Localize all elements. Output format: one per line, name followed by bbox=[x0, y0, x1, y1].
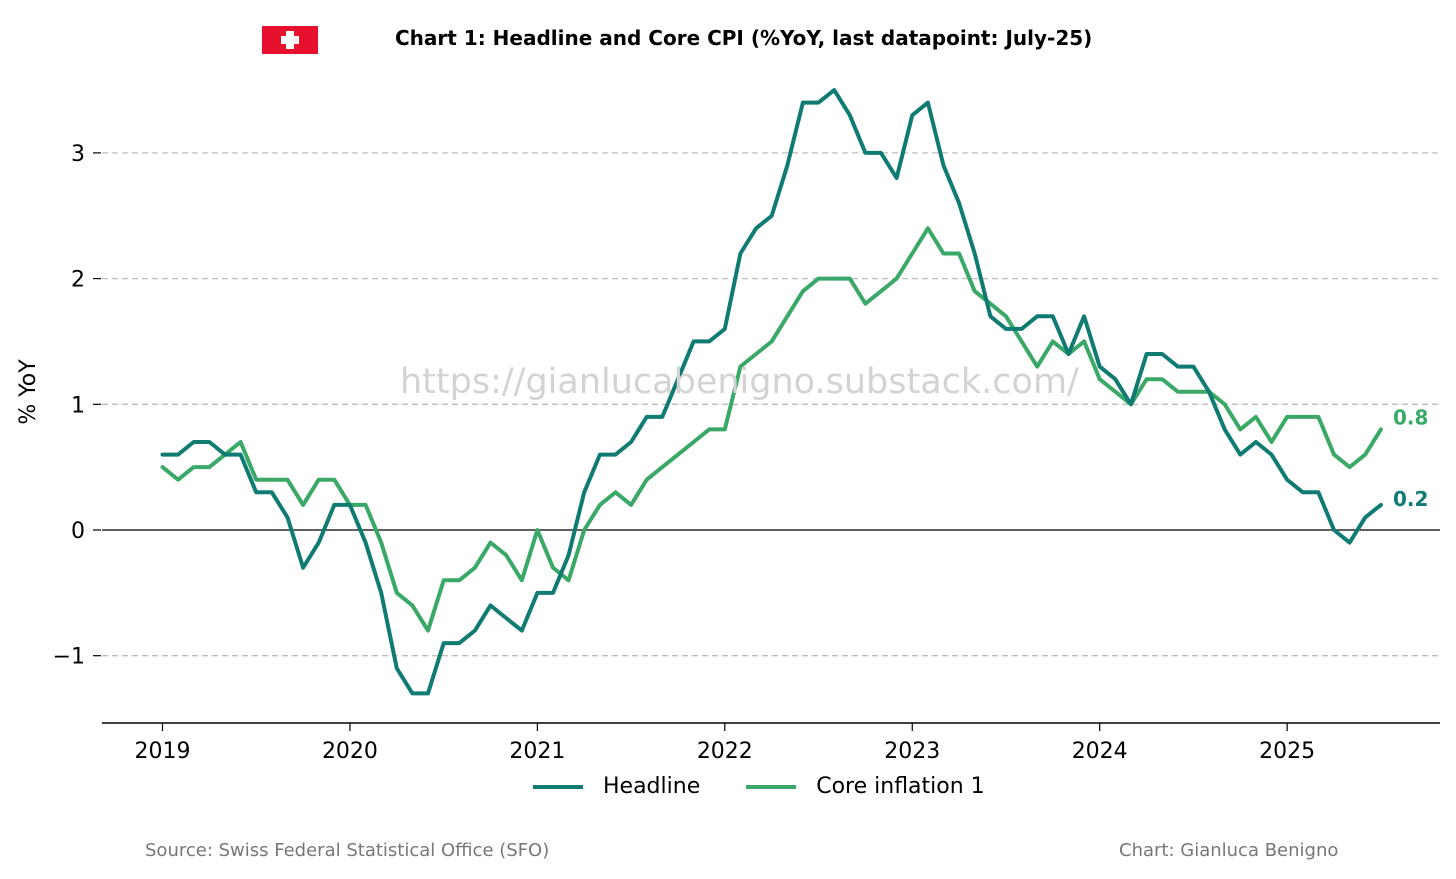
headline-end-label: 0.2 bbox=[1393, 487, 1428, 511]
legend-item-core: Core inflation 1 bbox=[746, 774, 985, 799]
chart-title: Chart 1: Headline and Core CPI (%YoY, la… bbox=[395, 26, 1093, 50]
y-axis-label: % YoY bbox=[16, 359, 41, 425]
x-tick-label: 2021 bbox=[509, 739, 565, 764]
legend-label-headline: Headline bbox=[603, 774, 701, 799]
x-tick-label: 2020 bbox=[322, 739, 378, 764]
legend-item-headline: Headline bbox=[533, 774, 700, 799]
core-inflation-line bbox=[160, 226, 1383, 633]
swiss-flag-icon bbox=[262, 26, 318, 54]
watermark: https://gianlucabenigno.substack.com/ bbox=[400, 362, 1079, 402]
headline-line bbox=[160, 88, 1383, 696]
legend-label-core: Core inflation 1 bbox=[816, 774, 985, 799]
y-tick-label: 3 bbox=[71, 142, 85, 167]
legend-swatch-core bbox=[746, 784, 797, 789]
x-tick-label: 2023 bbox=[884, 739, 940, 764]
x-tick-label: 2025 bbox=[1259, 739, 1315, 764]
legend-swatch-headline bbox=[533, 784, 583, 789]
y-tick-label: 1 bbox=[71, 393, 85, 418]
x-tick-label: 2024 bbox=[1072, 739, 1128, 764]
y-tick-label: 0 bbox=[71, 519, 85, 544]
core-end-label: 0.8 bbox=[1393, 405, 1428, 429]
x-tick-label: 2022 bbox=[697, 739, 753, 764]
source-note: Source: Swiss Federal Statistical Office… bbox=[145, 840, 550, 861]
chart-credit: Chart: Gianluca Benigno bbox=[1119, 840, 1339, 861]
legend: Headline Core inflation 1 bbox=[533, 774, 1031, 799]
y-tick-label: 2 bbox=[71, 268, 85, 293]
x-tick-label: 2019 bbox=[135, 739, 191, 764]
y-tick-label: −1 bbox=[53, 645, 85, 670]
